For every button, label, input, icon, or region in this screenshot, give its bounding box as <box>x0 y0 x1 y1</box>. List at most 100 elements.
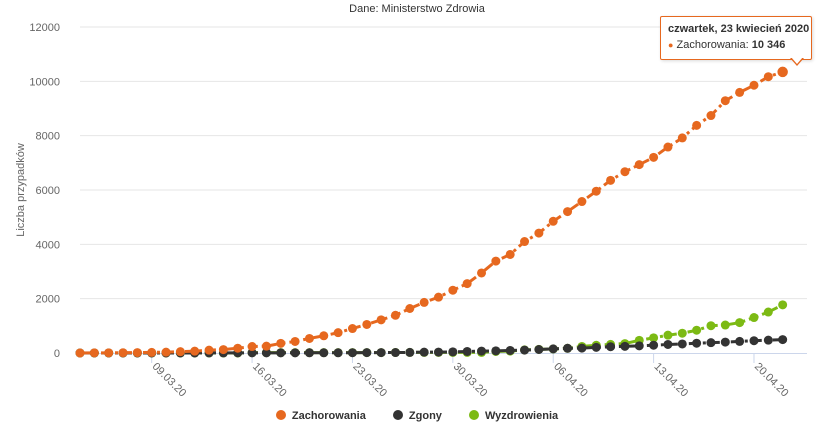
data-point-zgony <box>720 337 730 347</box>
y-tick-label: 8000 <box>36 131 60 143</box>
data-point-zachorowania <box>606 175 616 185</box>
data-point-zgony <box>634 341 644 351</box>
data-point-zgony <box>347 348 357 358</box>
data-point-zachorowania <box>677 133 687 143</box>
data-point-zgony <box>319 348 329 358</box>
data-point-zachorowania <box>204 345 214 355</box>
data-point-zachorowania <box>319 331 329 341</box>
data-point-wyzdrowienia <box>763 307 773 317</box>
data-point-zgony <box>591 342 601 352</box>
x-tick-label: 30.03.20 <box>451 361 490 400</box>
data-point-zgony <box>677 339 687 349</box>
data-point-zachorowania <box>405 304 415 314</box>
data-point-zachorowania <box>118 348 128 358</box>
data-point-zgony <box>649 340 659 350</box>
series-line-zachorowania <box>79 70 784 355</box>
data-point-zachorowania <box>577 197 587 207</box>
data-point-zachorowania <box>89 348 99 358</box>
data-point-zachorowania <box>491 256 501 266</box>
legend: Zachorowania Zgony Wyzdrowienia <box>0 410 834 422</box>
data-point-zachorowania <box>763 72 773 82</box>
y-tick-label: 6000 <box>36 185 60 197</box>
legend-label-wyzdrowienia: Wyzdrowienia <box>484 410 559 422</box>
legend-item-wyzdrowienia[interactable]: Wyzdrowienia <box>468 410 559 422</box>
data-point-zgony <box>548 344 558 354</box>
data-point-wyzdrowienia <box>677 328 687 338</box>
data-point-zachorowania <box>376 315 386 325</box>
data-point-zachorowania <box>548 216 558 226</box>
data-point-zachorowania <box>706 111 716 121</box>
data-point-zachorowania <box>775 65 790 79</box>
data-point-zachorowania <box>333 328 343 338</box>
data-point-zachorowania <box>434 292 443 302</box>
data-point-zachorowania <box>161 347 171 357</box>
data-point-wyzdrowienia <box>692 325 702 335</box>
x-tick-label: 16.03.20 <box>250 361 289 400</box>
data-point-zachorowania <box>304 333 314 343</box>
series-line-zgony <box>80 338 783 355</box>
data-point-zgony <box>706 338 716 348</box>
x-tick-label: 13.04.20 <box>651 361 690 400</box>
data-point-wyzdrowienia <box>649 333 659 343</box>
data-point-zachorowania <box>419 297 429 307</box>
data-point-zachorowania <box>290 336 300 346</box>
data-point-zgony <box>778 335 788 345</box>
data-point-zgony <box>534 344 544 354</box>
data-point-zachorowania <box>390 310 400 320</box>
data-point-zachorowania <box>175 347 185 357</box>
data-point-zgony <box>390 348 400 358</box>
data-point-zachorowania <box>620 167 630 177</box>
data-point-zachorowania <box>147 347 157 357</box>
data-point-zgony <box>620 341 630 351</box>
data-point-zachorowania <box>132 348 142 358</box>
data-point-zgony <box>290 348 300 358</box>
data-point-zgony <box>577 343 587 353</box>
data-point-zachorowania <box>477 268 487 278</box>
data-point-zachorowania <box>448 285 458 295</box>
data-point-wyzdrowienia <box>720 320 730 330</box>
legend-item-zachorowania[interactable]: Zachorowania <box>275 410 366 422</box>
tooltip-series-dot: ● <box>668 40 674 50</box>
series-line-wyzdrowienia <box>80 303 784 355</box>
legend-label-zgony: Zgony <box>408 410 442 422</box>
data-point-zachorowania <box>591 186 601 196</box>
y-tick-label: 2000 <box>36 294 60 306</box>
data-point-wyzdrowienia <box>663 330 673 340</box>
data-point-zgony <box>462 346 472 356</box>
data-point-zgony <box>304 348 314 358</box>
data-point-zachorowania <box>563 207 573 217</box>
data-point-zgony <box>735 336 745 346</box>
data-point-zgony <box>663 339 673 349</box>
data-point-zgony <box>333 348 343 358</box>
data-point-zachorowania <box>247 342 257 352</box>
legend-dot-wyzdrowienia <box>468 410 479 420</box>
data-point-zachorowania <box>735 87 745 97</box>
data-point-zgony <box>606 342 616 352</box>
data-point-zachorowania <box>520 237 530 247</box>
data-point-zgony <box>491 346 501 356</box>
data-point-zgony <box>276 348 286 358</box>
data-point-zachorowania <box>649 152 659 162</box>
legend-item-zgony[interactable]: Zgony <box>392 410 442 422</box>
data-point-zgony <box>448 347 458 357</box>
x-tick-label: 20.04.20 <box>752 361 791 400</box>
data-point-zachorowania <box>276 338 286 348</box>
data-point-zgony <box>376 348 386 358</box>
legend-dot-zachorowania <box>275 410 286 420</box>
data-point-zachorowania <box>634 160 644 170</box>
data-point-zachorowania <box>218 345 228 355</box>
y-tick-label: 12000 <box>29 22 60 34</box>
data-point-zachorowania <box>190 346 200 356</box>
data-point-zgony <box>405 347 415 357</box>
data-point-zgony <box>763 335 773 345</box>
data-point-wyzdrowienia <box>706 321 716 331</box>
data-point-zachorowania <box>233 343 243 353</box>
tooltip-pointer <box>790 57 804 66</box>
tooltip: czwartek, 23 kwiecień 2020 ● Zachorowani… <box>660 16 812 60</box>
data-point-wyzdrowienia <box>778 300 788 310</box>
y-tick-label: 10000 <box>29 76 60 88</box>
data-point-zgony <box>477 346 487 356</box>
y-tick-label: 0 <box>54 348 60 360</box>
data-point-zachorowania <box>75 348 85 358</box>
data-point-zgony <box>505 345 515 355</box>
